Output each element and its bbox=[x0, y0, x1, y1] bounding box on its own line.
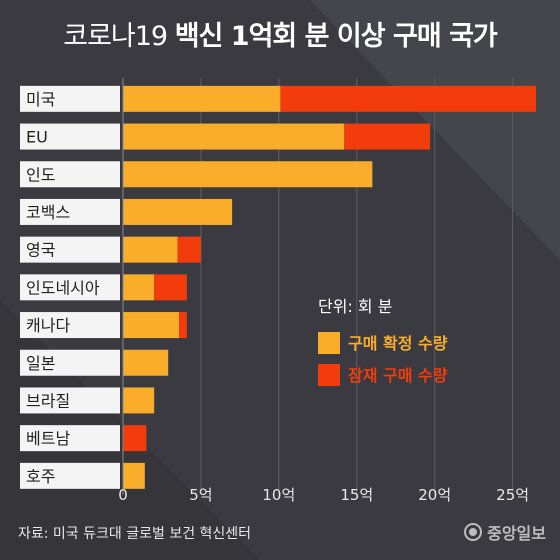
category-label-box bbox=[20, 462, 120, 489]
bar-confirmed bbox=[123, 274, 155, 301]
x-tick-label: 10억 bbox=[262, 486, 295, 504]
bar-confirmed bbox=[123, 462, 145, 489]
category-label: 인도 bbox=[26, 165, 55, 184]
x-tick-label: 25억 bbox=[496, 486, 529, 504]
legend-swatch bbox=[318, 332, 340, 354]
category-label: 브라질 bbox=[26, 391, 70, 410]
bar-potential bbox=[123, 425, 147, 452]
x-tick-label: 0 bbox=[118, 486, 128, 504]
bar-confirmed bbox=[123, 312, 180, 339]
logo-text: 중앙일보 bbox=[487, 524, 546, 543]
publisher-logo: 중앙일보 bbox=[464, 520, 546, 544]
category-label-box bbox=[20, 123, 120, 150]
category-label-box bbox=[20, 387, 120, 414]
category-label: 영국 bbox=[26, 241, 55, 260]
legend-swatch bbox=[318, 364, 340, 386]
category-label-box bbox=[20, 425, 120, 452]
category-label: 인도네시아 bbox=[26, 278, 100, 297]
category-label-box bbox=[20, 349, 120, 376]
bar-potential bbox=[344, 123, 431, 150]
bar-confirmed bbox=[123, 198, 233, 225]
bar-confirmed bbox=[123, 161, 373, 188]
category-label-box bbox=[20, 198, 120, 225]
x-tick-label: 5억 bbox=[189, 486, 212, 504]
logo-icon bbox=[464, 523, 483, 541]
title-main: 백신 1억회 분 이상 구매 국가 bbox=[174, 21, 498, 52]
category-label: 일본 bbox=[26, 354, 55, 373]
category-label-box bbox=[20, 85, 120, 112]
bar-potential bbox=[154, 274, 187, 301]
category-label-box bbox=[20, 312, 120, 339]
bar-confirmed bbox=[123, 387, 155, 414]
category-label: 미국 bbox=[26, 90, 55, 109]
chart-title: 코로나19 백신 1억회 분 이상 구매 국가 bbox=[0, 14, 560, 53]
category-label-box bbox=[20, 274, 120, 301]
bar-potential bbox=[280, 85, 536, 112]
legend-entry: 잠재 구매 수량 bbox=[348, 366, 448, 385]
title-prefix: 코로나19 bbox=[63, 21, 168, 52]
category-label-box bbox=[20, 161, 120, 188]
bar-confirmed bbox=[123, 123, 345, 150]
category-label: 코백스 bbox=[26, 203, 70, 222]
category-label: 베트남 bbox=[26, 429, 70, 448]
bar-potential bbox=[179, 312, 187, 339]
category-label: EU bbox=[26, 128, 48, 147]
category-label: 캐나다 bbox=[26, 316, 70, 335]
bar-potential bbox=[177, 236, 201, 263]
x-tick-label: 15억 bbox=[340, 486, 373, 504]
bar-confirmed bbox=[123, 236, 178, 263]
source-note: 자료: 미국 듀크대 글로벌 보건 혁신센터 bbox=[18, 526, 252, 542]
category-label: 호주 bbox=[26, 467, 55, 486]
legend-entry: 구매 확정 수량 bbox=[348, 334, 448, 353]
x-tick-label: 20억 bbox=[418, 486, 451, 504]
category-label-box bbox=[20, 236, 120, 263]
bar-confirmed bbox=[123, 85, 281, 112]
legend-unit: 단위: 회 분 bbox=[318, 297, 392, 316]
bar-confirmed bbox=[123, 349, 169, 376]
